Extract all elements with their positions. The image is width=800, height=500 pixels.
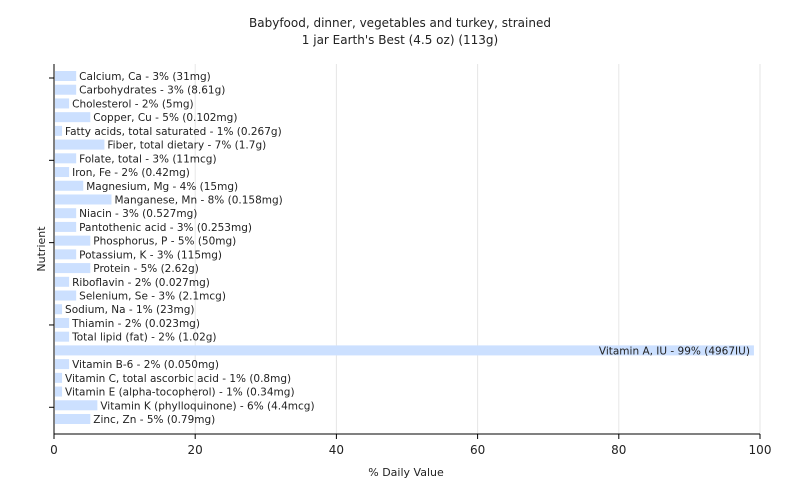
bar-label: Vitamin B-6 - 2% (0.050mg) <box>72 359 219 371</box>
bar-label: Vitamin C, total ascorbic acid - 1% (0.8… <box>65 373 291 385</box>
bar-label: Niacin - 3% (0.527mg) <box>79 208 197 220</box>
x-axis-label: % Daily Value <box>368 466 444 479</box>
chart-subtitle: 1 jar Earth's Best (4.5 oz) (113g) <box>302 33 498 47</box>
bar <box>55 112 91 123</box>
y-ticks <box>49 77 54 408</box>
bar <box>55 98 70 109</box>
bar-label: Sodium, Na - 1% (23mg) <box>65 304 194 316</box>
bar-label: Phosphorus, P - 5% (50mg) <box>93 236 236 248</box>
bar <box>55 153 77 164</box>
bar <box>55 276 70 287</box>
bar-label: Total lipid (fat) - 2% (1.02g) <box>71 332 216 344</box>
x-tick-label: 60 <box>470 443 485 457</box>
bar <box>55 386 63 397</box>
bar-label: Vitamin E (alpha-tocopherol) - 1% (0.34m… <box>65 387 295 399</box>
bar <box>55 249 77 260</box>
x-tick-label: 80 <box>611 443 626 457</box>
bar <box>55 263 91 274</box>
x-tick-label: 20 <box>188 443 203 457</box>
bar-label: Carbohydrates - 3% (8.61g) <box>79 85 225 97</box>
bar <box>55 194 112 205</box>
bar <box>55 372 63 383</box>
bar-labels: Calcium, Ca - 3% (31mg) Carbohydrates - 3… <box>65 71 750 426</box>
bar <box>55 317 70 328</box>
x-tick-label: 40 <box>329 443 344 457</box>
bar <box>55 400 98 411</box>
x-ticks: 0 20 40 60 80 100 <box>50 434 771 457</box>
bar <box>55 71 77 81</box>
bar <box>55 180 84 191</box>
bar <box>55 304 63 315</box>
bar <box>55 331 70 342</box>
chart-title: Babyfood, dinner, vegetables and turkey,… <box>249 16 551 30</box>
bar-label: Cholesterol - 2% (5mg) <box>72 98 193 110</box>
bar-label: Riboflavin - 2% (0.027mg) <box>72 277 210 289</box>
bar <box>55 290 77 301</box>
bar <box>55 414 91 424</box>
bar-label: Protein - 5% (2.62g) <box>93 263 199 275</box>
bar-label: Vitamin K (phylloquinone) - 6% (4.4mcg) <box>100 400 314 412</box>
bar-label: Copper, Cu - 5% (0.102mg) <box>93 112 237 124</box>
bar-label: Zinc, Zn - 5% (0.79mg) <box>93 414 215 426</box>
gridlines <box>194 64 761 434</box>
bar-label: Calcium, Ca - 3% (31mg) <box>79 71 211 83</box>
bar-label: Magnesium, Mg - 4% (15mg) <box>86 181 238 193</box>
bar <box>55 221 77 232</box>
bar <box>55 84 77 95</box>
bar-label: Potassium, K - 3% (115mg) <box>79 249 222 261</box>
bar <box>55 139 105 150</box>
y-axis-label: Nutrient <box>35 226 48 272</box>
bar <box>55 235 91 246</box>
bars <box>55 71 754 424</box>
bar-label: Selenium, Se - 3% (2.1mcg) <box>79 291 226 303</box>
bar <box>55 208 77 219</box>
bar <box>55 167 70 178</box>
axes <box>53 64 760 435</box>
bar-label: Iron, Fe - 2% (0.42mg) <box>72 167 190 179</box>
bar-label: Folate, total - 3% (11mcg) <box>79 153 216 165</box>
bar-label: Thiamin - 2% (0.023mg) <box>71 318 200 330</box>
bar-label: Fatty acids, total saturated - 1% (0.267… <box>65 126 282 138</box>
x-tick-label: 0 <box>50 443 58 457</box>
bar-label: Fiber, total dietary - 7% (1.7g) <box>107 140 266 152</box>
bar-label: Manganese, Mn - 8% (0.158mg) <box>114 194 282 206</box>
bar-label: Vitamin A, IU - 99% (4967IU) <box>599 345 750 357</box>
bar <box>55 359 70 370</box>
bar <box>55 125 63 136</box>
bar-label: Pantothenic acid - 3% (0.253mg) <box>79 222 252 234</box>
bar <box>55 345 754 356</box>
x-tick-label: 100 <box>749 443 772 457</box>
